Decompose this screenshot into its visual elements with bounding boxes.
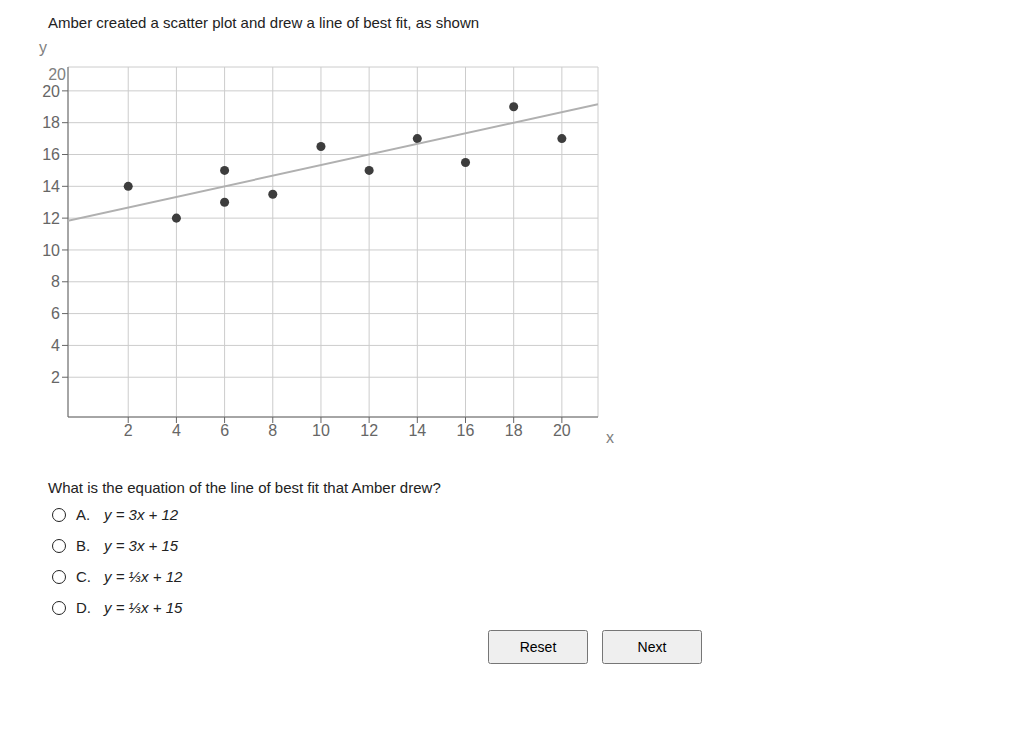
html-text:A.: A.	[76, 506, 91, 523]
svg-text:4: 4	[172, 422, 181, 439]
svg-text:y: y	[39, 39, 47, 56]
html-text:Reset: Reset	[519, 639, 557, 655]
html-text:Amber created a scatter plot a: Amber created a scatter plot and drew a …	[48, 14, 480, 31]
html-text:B.: B.	[76, 537, 91, 554]
svg-text:16: 16	[42, 146, 60, 163]
svg-text:14: 14	[408, 422, 426, 439]
svg-text:8: 8	[268, 422, 277, 439]
svg-text:10: 10	[42, 242, 60, 259]
svg-text:4: 4	[51, 337, 60, 354]
svg-text:18: 18	[42, 114, 60, 131]
html-text:What is the equation of the li: What is the equation of the line of best…	[48, 479, 441, 496]
svg-text:20: 20	[553, 422, 571, 439]
svg-text:6: 6	[51, 305, 60, 322]
html-text:D.: D.	[76, 599, 91, 616]
svg-text:2: 2	[124, 422, 133, 439]
html-text:y = ⅓x + 15: y = ⅓x + 15	[104, 599, 183, 616]
svg-text:6: 6	[220, 422, 229, 439]
svg-text:12: 12	[360, 422, 378, 439]
svg-text:2: 2	[51, 369, 60, 386]
svg-text:18: 18	[505, 422, 523, 439]
svg-text:14: 14	[42, 178, 60, 195]
svg-text:12: 12	[42, 210, 60, 227]
html-text:y = ⅓x + 12: y = ⅓x + 12	[104, 568, 183, 585]
html-text:y = 3x + 12: y = 3x + 12	[104, 506, 179, 523]
svg-text:8: 8	[51, 273, 60, 290]
html-text:Next: Next	[637, 639, 667, 655]
html-text:y = 3x + 15: y = 3x + 15	[104, 537, 179, 554]
html-text:C.: C.	[76, 568, 91, 585]
svg-text:16: 16	[457, 422, 475, 439]
svg-text:20: 20	[48, 66, 66, 83]
svg-text:10: 10	[312, 422, 330, 439]
svg-text:20: 20	[42, 83, 60, 100]
svg-text:x: x	[606, 429, 614, 446]
